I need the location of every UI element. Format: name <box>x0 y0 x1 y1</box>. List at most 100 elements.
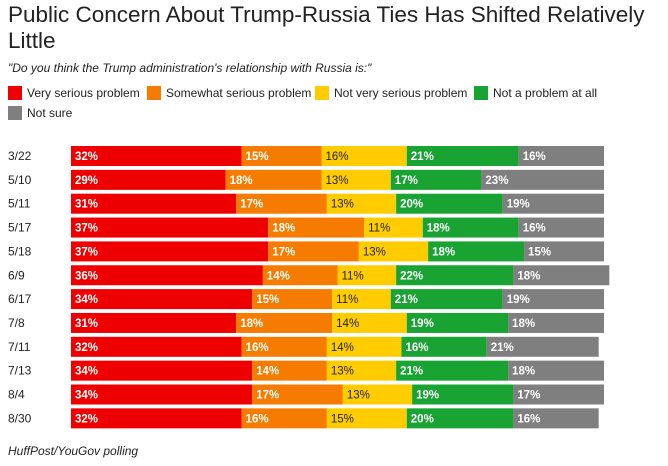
data-label: 11% <box>336 294 358 306</box>
data-label: 13% <box>347 390 370 402</box>
data-label: 18% <box>512 366 535 378</box>
bar-segment <box>225 169 322 190</box>
category-label: 6/17 <box>8 292 32 306</box>
bar-segment <box>71 146 242 166</box>
category-label: 7/8 <box>8 316 25 330</box>
category-label: 8/30 <box>8 411 32 425</box>
data-label: 16% <box>326 151 349 163</box>
data-label: 34% <box>75 366 98 378</box>
bar-segment <box>71 169 226 190</box>
bar-segment <box>406 146 519 166</box>
bar-segment <box>71 289 253 310</box>
bar-segment <box>518 146 604 166</box>
data-label: 13% <box>331 366 354 378</box>
bar-segment <box>342 384 413 405</box>
category-label: 3/22 <box>8 149 32 163</box>
data-label: 32% <box>75 413 98 425</box>
bar-segment <box>71 193 237 214</box>
bar-segment <box>406 408 514 429</box>
data-label: 11% <box>342 270 364 282</box>
category-label: 5/17 <box>8 221 32 235</box>
data-label: 34% <box>75 390 98 402</box>
bar-segment <box>518 217 604 238</box>
data-label: 15% <box>246 151 269 163</box>
legend-item-not-sure: Not sure <box>8 106 72 120</box>
bar-segment <box>71 312 237 333</box>
bar-segment <box>364 217 423 238</box>
bar-segment <box>513 408 599 429</box>
bar-segment <box>241 336 327 357</box>
bar-segment <box>71 384 253 405</box>
legend-swatch <box>147 86 161 100</box>
data-label: 31% <box>75 318 98 330</box>
bar-segment <box>321 146 407 166</box>
data-label: 19% <box>507 199 530 211</box>
data-label: 36% <box>75 270 98 282</box>
data-label: 17% <box>256 390 279 402</box>
legend-item-very-serious: Very serious problem <box>8 86 140 100</box>
data-label: 21% <box>400 366 423 378</box>
legend-item-not-a-problem: Not a problem at all <box>474 86 597 100</box>
legend-label: Not very serious problem <box>334 86 468 100</box>
bar-segment <box>508 360 604 381</box>
bar-segment <box>321 169 391 190</box>
legend-swatch <box>8 86 22 100</box>
bar-segment <box>71 241 269 262</box>
data-label: 31% <box>75 199 98 211</box>
data-label: 19% <box>507 294 530 306</box>
bar-segment <box>428 241 525 262</box>
category-label: 8/4 <box>8 388 25 402</box>
category-label: 7/13 <box>8 364 32 378</box>
data-label: 14% <box>336 318 359 330</box>
bar-segment <box>422 217 519 238</box>
bar-segment <box>332 289 391 310</box>
bar-segment <box>508 312 604 333</box>
data-label: 13% <box>326 175 349 187</box>
bar-segment <box>71 336 242 357</box>
data-label: 19% <box>411 318 434 330</box>
legend-label: Very serious problem <box>27 86 140 100</box>
legend-swatch <box>474 86 488 100</box>
data-label: 18% <box>512 318 535 330</box>
bar-segment <box>396 360 509 381</box>
chart-subtitle: "Do you think the Trump administration's… <box>8 61 372 75</box>
bar-segment <box>236 312 333 333</box>
bar-segment <box>396 265 514 286</box>
bar-segment <box>268 217 365 238</box>
data-label: 34% <box>75 294 98 306</box>
data-label: 18% <box>517 270 540 282</box>
bar-segment <box>502 289 604 310</box>
data-label: 16% <box>517 413 540 425</box>
data-label: 21% <box>411 151 434 163</box>
data-label: 17% <box>240 199 263 211</box>
data-label: 15% <box>256 294 279 306</box>
data-label: 17% <box>395 175 418 187</box>
bar-segment <box>252 360 327 381</box>
data-label: 18% <box>230 175 253 187</box>
bar-segment <box>337 265 397 286</box>
data-label: 15% <box>331 413 354 425</box>
bar-segment <box>252 384 343 405</box>
category-label: 5/11 <box>8 197 31 211</box>
legend-label: Somewhat serious problem <box>166 86 312 100</box>
data-label: 18% <box>432 246 455 258</box>
data-label: 17% <box>272 246 295 258</box>
bar-segment <box>396 193 503 214</box>
bar-segment <box>390 169 482 190</box>
bar-segment <box>481 169 604 190</box>
data-label: 18% <box>272 223 295 235</box>
bar-segment <box>412 384 514 405</box>
data-label: 18% <box>427 223 450 235</box>
chart-source: HuffPost/YouGov polling <box>8 444 139 458</box>
bar-segment <box>252 289 333 310</box>
data-label: 14% <box>331 342 354 354</box>
data-label: 32% <box>75 342 98 354</box>
data-label: 23% <box>485 175 508 187</box>
chart-title: Public Concern About Trump-Russia Ties H… <box>8 2 645 53</box>
data-label: 16% <box>246 413 269 425</box>
data-label: 20% <box>400 199 423 211</box>
bar-segment <box>406 312 509 333</box>
data-label: 21% <box>491 342 514 354</box>
data-label: 16% <box>523 223 546 235</box>
bar-segment <box>268 241 359 262</box>
